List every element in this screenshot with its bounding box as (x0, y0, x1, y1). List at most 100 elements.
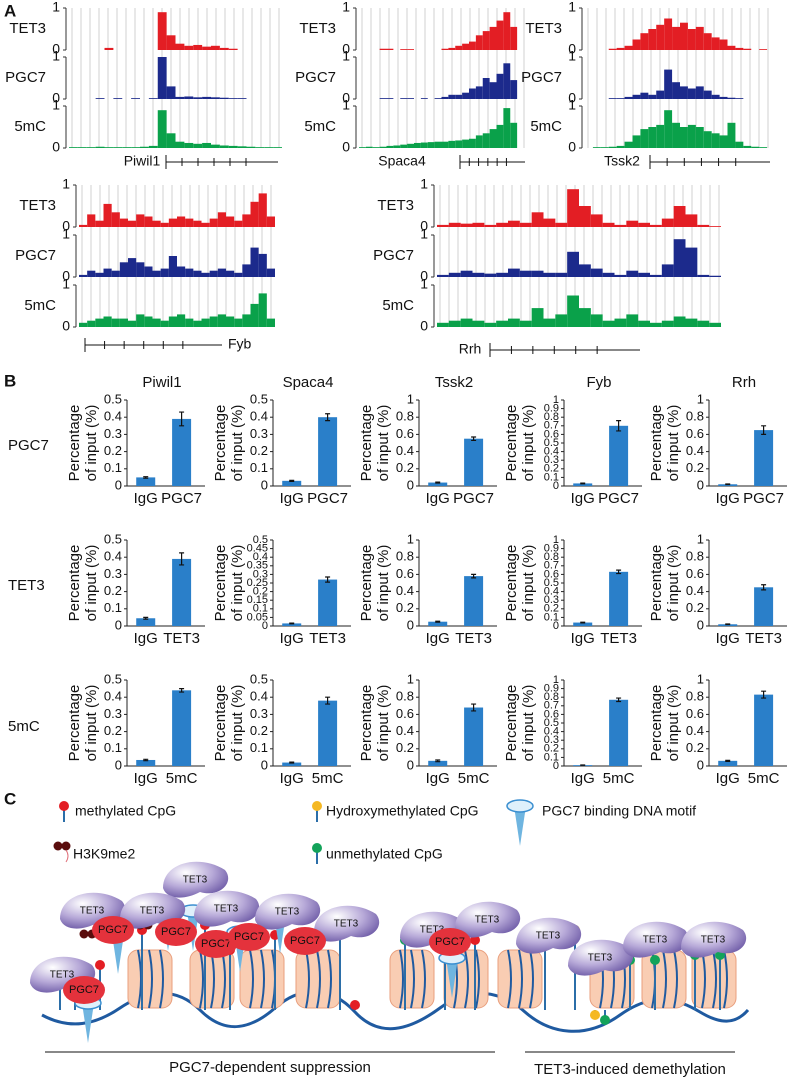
signal-bar (608, 98, 617, 99)
y-axis-label: of input (%) (520, 545, 537, 622)
signal-bar (455, 45, 463, 50)
signal-bar (95, 318, 104, 327)
pgc7-label: PGC7 (69, 984, 99, 996)
signal-bar (519, 222, 532, 227)
signal-bar (640, 33, 649, 50)
signal-bar (602, 272, 615, 277)
y-axis-label: of input (%) (83, 405, 100, 482)
dna-wrap (249, 949, 254, 1009)
signal-bar (166, 86, 176, 99)
y-tick-label: 0.9 (544, 403, 559, 415)
signal-bar (697, 320, 710, 327)
bar (609, 699, 629, 766)
signal-bar (185, 218, 194, 227)
y-tick-label: 1 (553, 674, 559, 686)
y-tick-label: 0.4 (396, 723, 414, 738)
signal-bar (496, 320, 508, 327)
y-tick-label: 0.4 (250, 409, 268, 424)
error-bar (471, 703, 477, 712)
y-tick-label: 0.8 (544, 691, 559, 703)
bar (754, 694, 774, 766)
y-tick-label: 0.5 (104, 531, 122, 546)
signal-bar (87, 270, 96, 277)
dna-wrap (159, 949, 164, 1009)
y-tick-label: 1 (62, 176, 70, 192)
error-bar (616, 420, 622, 432)
track-label: TET3 (377, 197, 414, 214)
signal-bar (119, 262, 128, 277)
signal-bar (434, 141, 442, 148)
bar (428, 482, 448, 486)
signal-bar (695, 26, 704, 50)
y-axis-label: of input (%) (665, 545, 682, 622)
signal-bar (448, 222, 461, 227)
signal-bar (217, 314, 226, 327)
signal-bar (237, 98, 247, 99)
tet3 (314, 905, 380, 942)
signal-bar (407, 143, 414, 148)
signal-bar (460, 223, 473, 227)
signal-bar (579, 206, 591, 227)
dna-wrap (148, 949, 153, 1009)
y-tick-label: 0 (62, 318, 70, 334)
error-bar (471, 573, 477, 579)
tet3 (455, 901, 521, 938)
h3k9me2 (61, 841, 71, 851)
x-tick-label: IgG (571, 770, 595, 787)
signal-bar (386, 145, 394, 148)
bar (172, 558, 192, 626)
signal-bar (567, 189, 579, 227)
y-tick-label: 0 (697, 757, 704, 772)
bar (754, 430, 774, 486)
signal-bar (614, 274, 627, 277)
error-bar (616, 697, 622, 703)
signal-bar (709, 275, 721, 277)
signal-bar (437, 322, 449, 327)
y-axis-label: of input (%) (83, 545, 100, 622)
track-label: PGC7 (5, 69, 46, 86)
error-bar (289, 622, 295, 625)
y-tick-label: 0.2 (104, 583, 122, 598)
y-axis-label: Percentage (358, 545, 375, 622)
x-tick-label: IgG (134, 770, 158, 787)
dna-wrap (662, 949, 667, 1009)
signal-bar (103, 203, 112, 227)
signal-bar (379, 48, 387, 50)
signal-bar (567, 251, 579, 277)
signal-bar (113, 98, 123, 99)
y-tick-label: 0.2 (396, 600, 414, 615)
y-tick-label: 0 (342, 90, 350, 106)
signal-bar (177, 314, 186, 327)
signal-bar (482, 31, 490, 50)
signal-bar (242, 214, 251, 227)
y-tick-label: 0.8 (544, 411, 559, 423)
y-tick-label: 0.8 (396, 549, 414, 564)
error-bar (289, 761, 295, 764)
signal-bar (469, 88, 476, 99)
track-label: 5mC (24, 297, 56, 314)
y-tick-label: 0.1 (544, 611, 559, 623)
y-tick-label: 0.4 (544, 586, 559, 598)
signal-bar (687, 124, 696, 148)
y-axis-label: Percentage (648, 405, 665, 482)
h3k9me2 (79, 929, 89, 939)
signal-bar (711, 133, 720, 148)
signal-bar (455, 140, 463, 148)
signal-bar (496, 272, 508, 277)
signal-bar (531, 308, 544, 327)
y-tick-label: 0.2 (686, 600, 704, 615)
signal-bar (482, 133, 490, 148)
signal-bar (462, 92, 469, 99)
signal-bar (496, 20, 504, 50)
pgc7 (63, 976, 105, 1004)
signal-bar (209, 270, 218, 277)
bar (136, 618, 156, 626)
gene-name: Piwil1 (124, 153, 161, 169)
signal-bar (273, 147, 282, 148)
signal-bar (226, 270, 235, 277)
signal-bar (687, 29, 696, 50)
signal-bar (140, 146, 149, 148)
tet3-label: TET3 (214, 904, 239, 915)
signal-bar (656, 90, 665, 99)
error-bar (616, 569, 622, 575)
